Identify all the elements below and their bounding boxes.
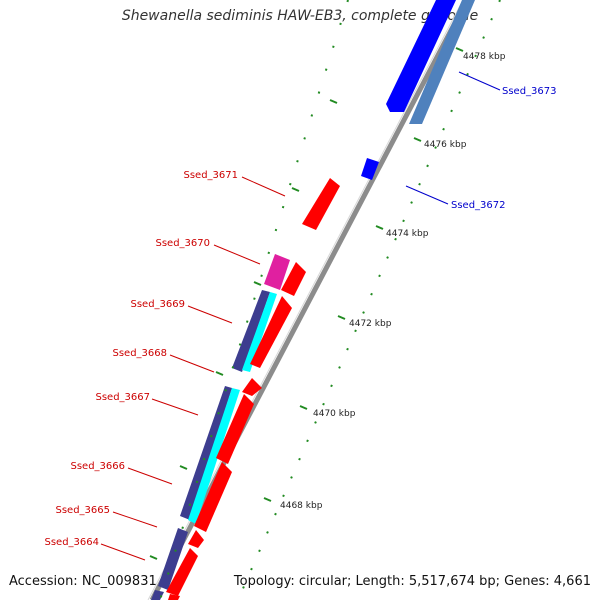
kbp-label-4472: 4472 kbp (349, 319, 392, 329)
gene-label-ssed-3666: Ssed_3666 (70, 461, 125, 472)
kbp-labels: 4478 kbp 4476 kbp 4474 kbp 4472 kbp 4470… (280, 52, 506, 511)
accession-text: Accession: NC_009831 (9, 574, 157, 589)
gene-label-ssed-3670: Ssed_3670 (155, 238, 210, 249)
gene-label-ssed-3672: Ssed_3672 (451, 200, 506, 211)
kbp-label-4468: 4468 kbp (280, 501, 323, 511)
gene-label-ssed-3668: Ssed_3668 (112, 348, 167, 359)
gene-label-ssed-3664: Ssed_3664 (44, 537, 99, 548)
gene-label-ssed-3667: Ssed_3667 (95, 392, 150, 403)
kbp-label-4470: 4470 kbp (313, 409, 356, 419)
gene-label-ssed-3673: Ssed_3673 (502, 86, 557, 97)
genome-map: 4478 kbp 4476 kbp 4474 kbp 4472 kbp 4470… (0, 0, 600, 600)
kbp-label-4478: 4478 kbp (463, 52, 506, 62)
kbp-label-4476: 4476 kbp (424, 140, 467, 150)
gene-label-ssed-3669: Ssed_3669 (130, 299, 185, 310)
cds-feature-3671 (302, 178, 340, 230)
gene-label-ssed-3671: Ssed_3671 (183, 170, 238, 181)
kbp-label-4474: 4474 kbp (386, 229, 429, 239)
cds-feature-3665 (188, 530, 204, 548)
gene-label-ssed-3665: Ssed_3665 (55, 505, 110, 516)
topology-text: Topology: circular; Length: 5,517,674 bp… (234, 574, 591, 589)
outer-tick-ring (238, 0, 500, 600)
